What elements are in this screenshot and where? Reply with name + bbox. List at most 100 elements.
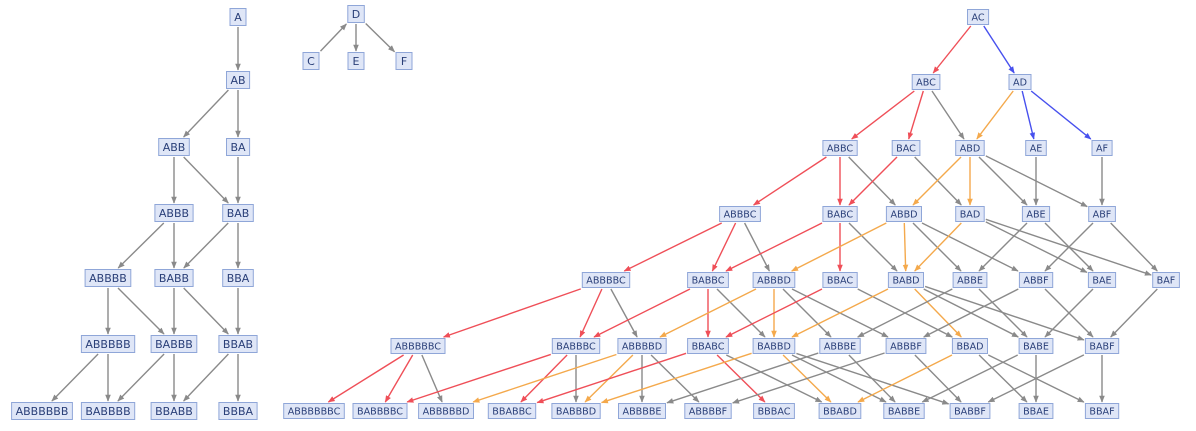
node-box xyxy=(158,138,190,156)
node-box xyxy=(1084,338,1120,354)
edge-abbb-to-abbbb xyxy=(117,222,165,269)
node-box xyxy=(222,204,254,222)
node-box xyxy=(418,403,475,419)
edge-abbbc-to-abbbd xyxy=(743,222,771,272)
edge-abbd-to-abbe xyxy=(912,222,962,272)
edge-abbe-to-abbbe xyxy=(857,288,953,338)
node-label: BBABBC xyxy=(492,406,532,417)
graph-node-abbbd: ABBBD xyxy=(752,272,796,288)
edge-bbabc-to-bbabd xyxy=(725,354,823,403)
node-label: ABE xyxy=(1026,209,1045,220)
node-label: E xyxy=(353,55,360,68)
node-box xyxy=(1088,206,1116,222)
node-box xyxy=(891,140,921,156)
edge-abbbd-to-abbbbd xyxy=(659,288,757,338)
node-box xyxy=(283,403,345,419)
graph-node-bba: BBA xyxy=(222,269,254,287)
edge-bbad-to-bbabd xyxy=(857,354,953,403)
node-label: AF xyxy=(1096,143,1108,154)
node-box xyxy=(551,403,601,419)
node-box xyxy=(952,272,988,288)
node-box xyxy=(218,402,258,420)
graph-node-bbbac: BBBAC xyxy=(753,403,795,419)
edge-abb-to-bab xyxy=(183,156,229,204)
edge-c-to-d xyxy=(319,23,347,52)
edge-babbb-to-babbbb xyxy=(117,353,165,402)
node-label: ABBBBBB xyxy=(16,405,69,418)
node-label: BBAC xyxy=(827,275,854,286)
node-label: BAE xyxy=(1092,275,1111,286)
edge-babbc-to-babbbc xyxy=(593,288,691,338)
graph-node-abbbb: ABBBB xyxy=(84,269,132,287)
edge-abbd-to-abbf xyxy=(921,222,1019,272)
node-box xyxy=(222,269,254,287)
node-box xyxy=(822,140,858,156)
edge-abbd-to-babd xyxy=(902,222,909,272)
edge-abbc-to-abbbc xyxy=(753,156,827,206)
graph-node-babe: BABE xyxy=(1018,338,1054,354)
node-box xyxy=(949,403,991,419)
node-box xyxy=(1018,403,1054,419)
graph-node-babbbb: BABBBB xyxy=(80,402,136,420)
edge-bae-to-babe xyxy=(1044,288,1094,338)
edge-bbab-to-bbabb xyxy=(183,353,229,402)
node-label: BABBBB xyxy=(85,405,130,418)
node-label: ABBBC xyxy=(724,209,757,220)
node-label: BAC xyxy=(896,143,916,154)
node-box xyxy=(618,403,666,419)
node-label: AC xyxy=(971,12,984,23)
node-box xyxy=(150,335,198,353)
graph-node-ba: BA xyxy=(226,138,251,156)
node-box xyxy=(80,402,136,420)
edge-abf-to-baf xyxy=(1110,222,1158,272)
graph-node-abbc: ABBC xyxy=(822,140,858,156)
node-label: BABBE xyxy=(888,406,920,417)
graph-node-bbba: BBBA xyxy=(218,402,258,420)
node-label: AE xyxy=(1030,143,1043,154)
node-box xyxy=(955,140,985,156)
graph-node-babbbd: BABBBD xyxy=(551,403,601,419)
node-box xyxy=(911,74,941,90)
edge-abbbf-to-abbbbf xyxy=(732,352,885,404)
node-box xyxy=(347,5,365,23)
graph-node-f: F xyxy=(395,52,413,70)
node-box xyxy=(752,272,796,288)
node-label: BABD xyxy=(892,275,919,286)
node-label: ABBBE xyxy=(824,341,856,352)
node-box xyxy=(11,402,73,420)
node-label: BBABB xyxy=(155,405,193,418)
graph-node-bbabbc: BBABBC xyxy=(487,403,537,419)
edge-abbe-to-babe xyxy=(978,288,1028,338)
graph-node-bbabb: BBABB xyxy=(150,402,198,420)
node-box xyxy=(226,138,251,156)
edge-bbac-to-bbabc xyxy=(725,288,823,338)
node-label: ABBC xyxy=(827,143,854,154)
node-label: ABF xyxy=(1093,209,1112,220)
graph-node-babbc: BABBC xyxy=(687,272,729,288)
graph-node-babbe: BABBE xyxy=(883,403,925,419)
graph-node-bac: BAC xyxy=(891,140,921,156)
edge-bbad-to-bbae xyxy=(978,354,1028,403)
graph-node-abb: ABB xyxy=(158,138,190,156)
node-label: BAB xyxy=(227,207,250,220)
node-box xyxy=(617,338,667,354)
node-label: ABBE xyxy=(957,275,983,286)
node-box xyxy=(347,52,365,70)
node-box xyxy=(551,338,601,354)
graph-node-bad: BAD xyxy=(955,206,985,222)
node-label: ABBF xyxy=(1023,275,1048,286)
node-box xyxy=(150,402,198,420)
node-label: A xyxy=(234,11,242,24)
node-box xyxy=(1087,272,1117,288)
graph-node-babbbbc: BABBBBC xyxy=(352,403,408,419)
graph-node-abbbbc: ABBBBC xyxy=(581,272,631,288)
edge-babf-to-babbf xyxy=(987,354,1085,403)
edge-bab-to-babb xyxy=(183,222,229,269)
node-box xyxy=(883,403,925,419)
node-label: BAF xyxy=(1157,275,1176,286)
edge-abf-to-abbf xyxy=(1044,222,1094,272)
edge-abc-to-abd xyxy=(931,90,965,140)
graph-node-c: C xyxy=(302,52,320,70)
edge-babbd-to-babbbd xyxy=(600,352,752,404)
edge-abbbbc-to-abbbbd xyxy=(610,288,638,338)
